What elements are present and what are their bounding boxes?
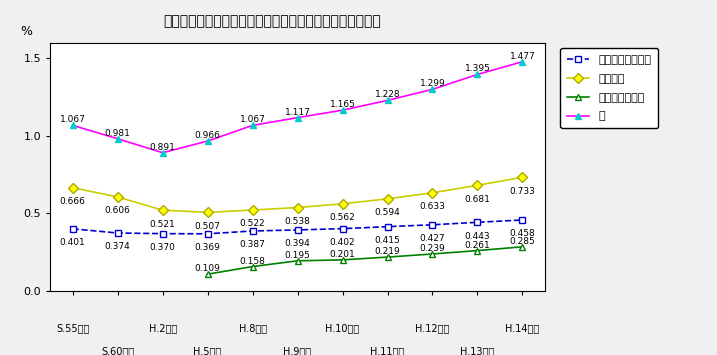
Text: 0.666: 0.666 <box>60 197 85 206</box>
Text: 0.633: 0.633 <box>419 202 445 211</box>
Text: 0.109: 0.109 <box>195 264 221 273</box>
Text: 0.415: 0.415 <box>374 236 400 245</box>
Text: H.8年度: H.8年度 <box>239 323 267 333</box>
Text: 0.369: 0.369 <box>195 243 221 252</box>
Text: 0.562: 0.562 <box>330 213 356 222</box>
Text: 0.239: 0.239 <box>419 244 445 253</box>
Text: 0.195: 0.195 <box>285 251 310 260</box>
Text: H.13年度: H.13年度 <box>460 346 495 355</box>
Text: 0.261: 0.261 <box>465 240 490 250</box>
Text: 0.443: 0.443 <box>465 232 490 241</box>
Text: 0.966: 0.966 <box>195 131 221 140</box>
Text: S.60年度: S.60年度 <box>101 346 134 355</box>
Text: 0.522: 0.522 <box>239 219 265 228</box>
Legend: 盲・聾・養護学校, 特殊学級, 通級による指導, 計: 盲・聾・養護学校, 特殊学級, 通級による指導, 計 <box>561 48 657 128</box>
Text: 0.891: 0.891 <box>150 143 176 152</box>
Text: H.2年度: H.2年度 <box>148 323 177 333</box>
Text: H.5年度: H.5年度 <box>194 346 222 355</box>
Text: 1.165: 1.165 <box>330 100 356 109</box>
Text: 0.374: 0.374 <box>105 242 130 251</box>
Text: 0.219: 0.219 <box>374 247 400 256</box>
Text: 0.538: 0.538 <box>285 217 310 226</box>
Text: H.9年度: H.9年度 <box>283 346 312 355</box>
Text: 1.228: 1.228 <box>375 90 400 99</box>
Text: 0.370: 0.370 <box>150 243 176 252</box>
Text: 1.067: 1.067 <box>60 115 85 124</box>
Text: %: % <box>21 24 32 38</box>
Text: 1.299: 1.299 <box>419 79 445 88</box>
Text: 0.594: 0.594 <box>374 208 400 217</box>
Text: 0.521: 0.521 <box>150 220 176 229</box>
Text: S.55年度: S.55年度 <box>56 323 90 333</box>
Text: H.14年度: H.14年度 <box>505 323 540 333</box>
Text: 0.427: 0.427 <box>419 234 445 243</box>
Text: 1.117: 1.117 <box>285 108 310 116</box>
Text: H.10年度: H.10年度 <box>326 323 360 333</box>
Text: 1.477: 1.477 <box>510 51 536 61</box>
Text: 0.201: 0.201 <box>330 250 356 259</box>
Text: 0.387: 0.387 <box>239 240 265 249</box>
Text: 0.507: 0.507 <box>195 222 221 231</box>
Text: 特殊教育の対象となる児童生徒数の推移（義務教育段階）: 特殊教育の対象となる児童生徒数の推移（義務教育段階） <box>163 14 381 28</box>
Text: 0.402: 0.402 <box>330 238 356 247</box>
Text: 0.733: 0.733 <box>510 187 536 196</box>
Text: 0.285: 0.285 <box>510 237 536 246</box>
Text: 1.395: 1.395 <box>465 64 490 73</box>
Text: 0.458: 0.458 <box>510 229 536 238</box>
Text: H.12年度: H.12年度 <box>415 323 450 333</box>
Text: 0.606: 0.606 <box>105 206 130 215</box>
Text: 0.394: 0.394 <box>285 239 310 248</box>
Text: 0.681: 0.681 <box>465 195 490 204</box>
Text: 0.981: 0.981 <box>105 129 130 138</box>
Text: 1.067: 1.067 <box>239 115 265 124</box>
Text: 0.158: 0.158 <box>239 257 265 266</box>
Text: H.11年度: H.11年度 <box>371 346 404 355</box>
Text: 0.401: 0.401 <box>60 238 85 247</box>
